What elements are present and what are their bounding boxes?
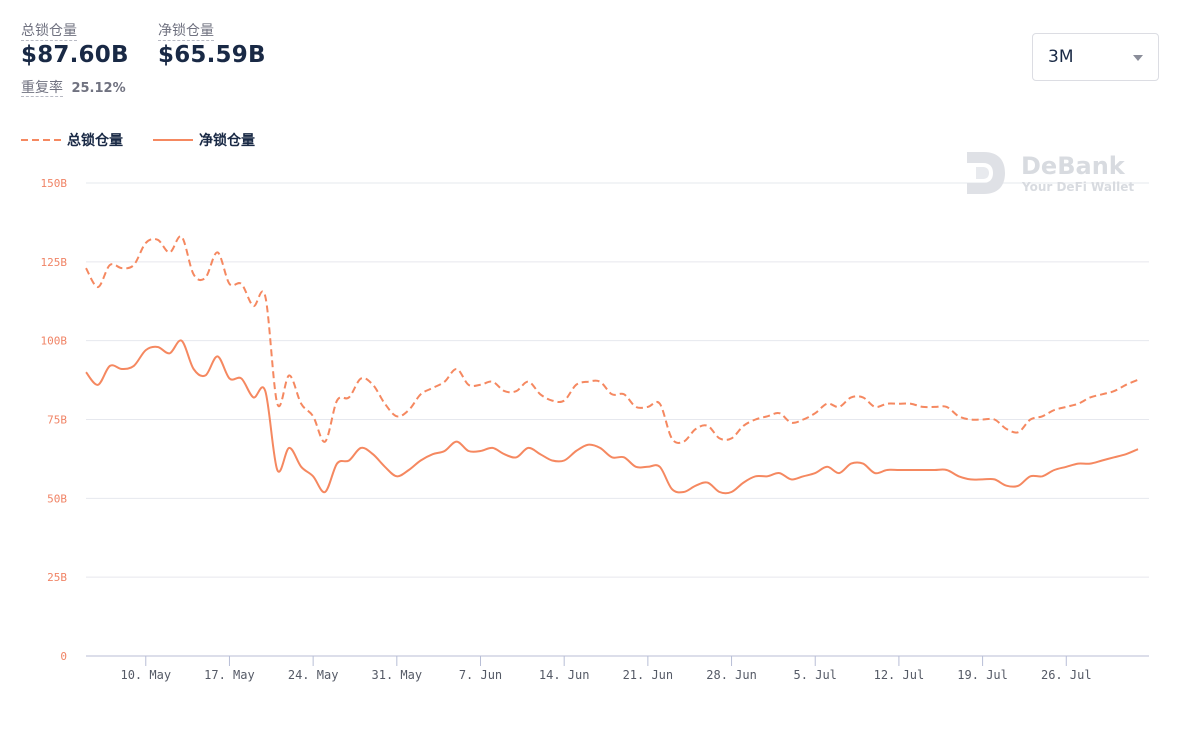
x-tick-label: 12. Jul bbox=[874, 668, 925, 682]
watermark-title: DeBank bbox=[1021, 152, 1125, 180]
y-tick-label: 100B bbox=[41, 335, 68, 348]
y-tick-label: 50B bbox=[47, 492, 67, 505]
tvl-value: $87.60B bbox=[21, 42, 129, 68]
net-tvl-value: $65.59B bbox=[158, 42, 266, 68]
solid-line-swatch bbox=[153, 139, 193, 141]
legend-label-tvl: 总锁仓量 bbox=[67, 133, 123, 149]
time-range-select[interactable]: 3M bbox=[1032, 33, 1159, 81]
y-tick-label: 25B bbox=[47, 571, 67, 584]
y-tick-label: 150B bbox=[41, 177, 68, 190]
x-tick-label: 24. May bbox=[288, 668, 339, 682]
repeat-rate: 重复率 25.12% bbox=[21, 77, 126, 97]
series-line-tvl bbox=[85, 235, 1139, 444]
debank-logo-icon bbox=[967, 152, 1005, 194]
x-tick-label: 10. May bbox=[120, 668, 171, 682]
legend-label-net-tvl: 净锁仓量 bbox=[199, 133, 255, 149]
x-tick-label: 28. Jun bbox=[706, 668, 757, 682]
tvl-stat: 总锁仓量 $87.60B bbox=[21, 20, 129, 68]
repeat-rate-label: 重复率 bbox=[21, 80, 63, 97]
net-tvl-stat: 净锁仓量 $65.59B bbox=[158, 20, 266, 68]
x-tick-label: 21. Jun bbox=[623, 668, 674, 682]
chevron-down-icon bbox=[1133, 55, 1143, 61]
x-tick-label: 5. Jul bbox=[794, 668, 837, 682]
x-tick-label: 14. Jun bbox=[539, 668, 590, 682]
x-tick-label: 31. May bbox=[372, 668, 423, 682]
x-tick-label: 19. Jul bbox=[957, 668, 1008, 682]
legend-item-net-tvl[interactable]: 净锁仓量 bbox=[153, 130, 255, 150]
x-tick-label: 17. May bbox=[204, 668, 255, 682]
time-range-value: 3M bbox=[1048, 47, 1074, 67]
net-tvl-label: 净锁仓量 bbox=[158, 23, 214, 41]
series-line-net-tvl bbox=[85, 339, 1139, 495]
legend-item-tvl[interactable]: 总锁仓量 bbox=[21, 130, 123, 150]
x-tick-label: 26. Jul bbox=[1041, 668, 1092, 682]
repeat-rate-value: 25.12% bbox=[71, 81, 126, 96]
debank-watermark: DeBank Your DeFi Wallet bbox=[964, 150, 1134, 200]
x-tick-label: 7. Jun bbox=[459, 668, 502, 682]
y-tick-label: 75B bbox=[47, 414, 67, 427]
y-tick-label: 0 bbox=[60, 650, 67, 663]
dashed-line-swatch bbox=[21, 139, 61, 141]
y-tick-label: 125B bbox=[41, 256, 68, 269]
tvl-label: 总锁仓量 bbox=[21, 23, 77, 41]
watermark-subtitle: Your DeFi Wallet bbox=[1022, 180, 1135, 194]
